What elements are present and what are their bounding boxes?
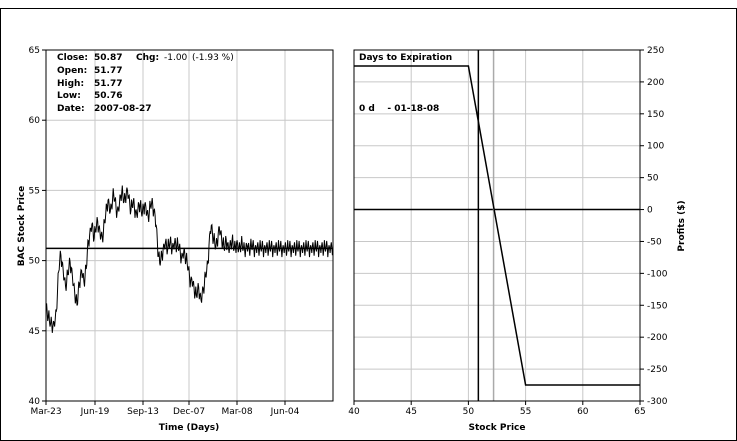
profit-y-tick-label: 100 [647, 142, 664, 152]
high-label: High: [57, 79, 84, 89]
low-value: 50.76 [94, 91, 122, 101]
date-label: Date: [57, 104, 85, 114]
legend-title: Days to Expiration [359, 53, 452, 63]
price-y-ticks: 40 45 50 55 60 65 [29, 46, 46, 407]
profit-plot-area [353, 49, 641, 402]
price-y-tick-label: 65 [29, 46, 40, 56]
price-y-tick-label: 60 [29, 116, 41, 126]
profit-y-tick-label: -100 [647, 269, 668, 279]
price-x-axis-label: Time (Days) [159, 423, 220, 433]
low-label: Low: [57, 91, 81, 101]
profit-series-line [354, 65, 640, 386]
price-x-tick-label: Jun-04 [270, 407, 300, 417]
profit-y-tick-label: -250 [647, 365, 668, 375]
chg-label: Chg: [136, 53, 159, 63]
profit-y-axis-label: Profits ($) [677, 200, 687, 251]
price-grid [46, 49, 333, 402]
quote-info: Close: 50.87 Chg: -1.00 (-1.93 %) Open: … [57, 53, 234, 114]
profit-y-tick-label: 200 [647, 78, 664, 88]
price-y-axis-label: BAC Stock Price [17, 186, 27, 267]
price-x-tick-label: Jun-19 [80, 407, 110, 417]
date-value: 2007-08-27 [94, 104, 152, 114]
profit-x-tick-label: 45 [405, 407, 416, 417]
chg-pct-value: (-1.93 %) [192, 53, 234, 63]
high-value: 51.77 [94, 79, 122, 89]
price-x-ticks: Mar-23 Jun-19 Sep-13 Dec-07 Mar-08 Jun-04 [30, 401, 300, 417]
profit-x-tick-label: 40 [348, 407, 360, 417]
price-y-tick-label: 45 [29, 327, 40, 337]
profit-y-tick-label: -300 [647, 397, 668, 407]
close-label: Close: [57, 53, 88, 63]
profit-y-tick-label: 50 [647, 174, 659, 184]
profit-x-ticks: 40 45 50 55 60 65 [348, 401, 646, 417]
price-y-tick-label: 40 [29, 397, 41, 407]
profit-y-tick-label: 250 [647, 46, 664, 56]
profit-y-tick-label: -150 [647, 301, 668, 311]
profit-x-tick-label: 60 [577, 407, 589, 417]
profit-y-tick-label: 150 [647, 110, 664, 120]
open-label: Open: [57, 66, 87, 76]
profit-chart: 250 200 150 100 50 0 -50 -100 -150 -200 -250 -300 4… [348, 46, 687, 433]
profit-x-tick-label: 55 [520, 407, 531, 417]
close-value: 50.87 [94, 53, 122, 63]
profit-y-ticks: 250 200 150 100 50 0 -50 -100 -150 -200 -250 -300 [640, 46, 668, 407]
profit-x-axis-label: Stock Price [469, 423, 526, 433]
profit-x-tick-label: 50 [463, 407, 475, 417]
price-series-line [45, 185, 334, 333]
open-value: 51.77 [94, 66, 122, 76]
price-x-tick-label: Dec-07 [173, 407, 205, 417]
price-y-tick-label: 55 [29, 186, 40, 196]
legend-entry: 0 d - 01-18-08 [359, 104, 439, 114]
profit-y-tick-label: 0 [647, 206, 653, 216]
profit-y-tick-label: -200 [647, 333, 668, 343]
chg-value: -1.00 [164, 53, 188, 63]
price-x-tick-label: Mar-23 [30, 407, 61, 417]
price-x-tick-label: Sep-13 [127, 407, 159, 417]
price-plot-area [45, 49, 334, 402]
price-y-tick-label: 50 [29, 257, 41, 267]
price-x-tick-label: Mar-08 [221, 407, 252, 417]
profit-x-tick-label: 65 [634, 407, 645, 417]
profit-y-tick-label: -50 [647, 237, 662, 247]
